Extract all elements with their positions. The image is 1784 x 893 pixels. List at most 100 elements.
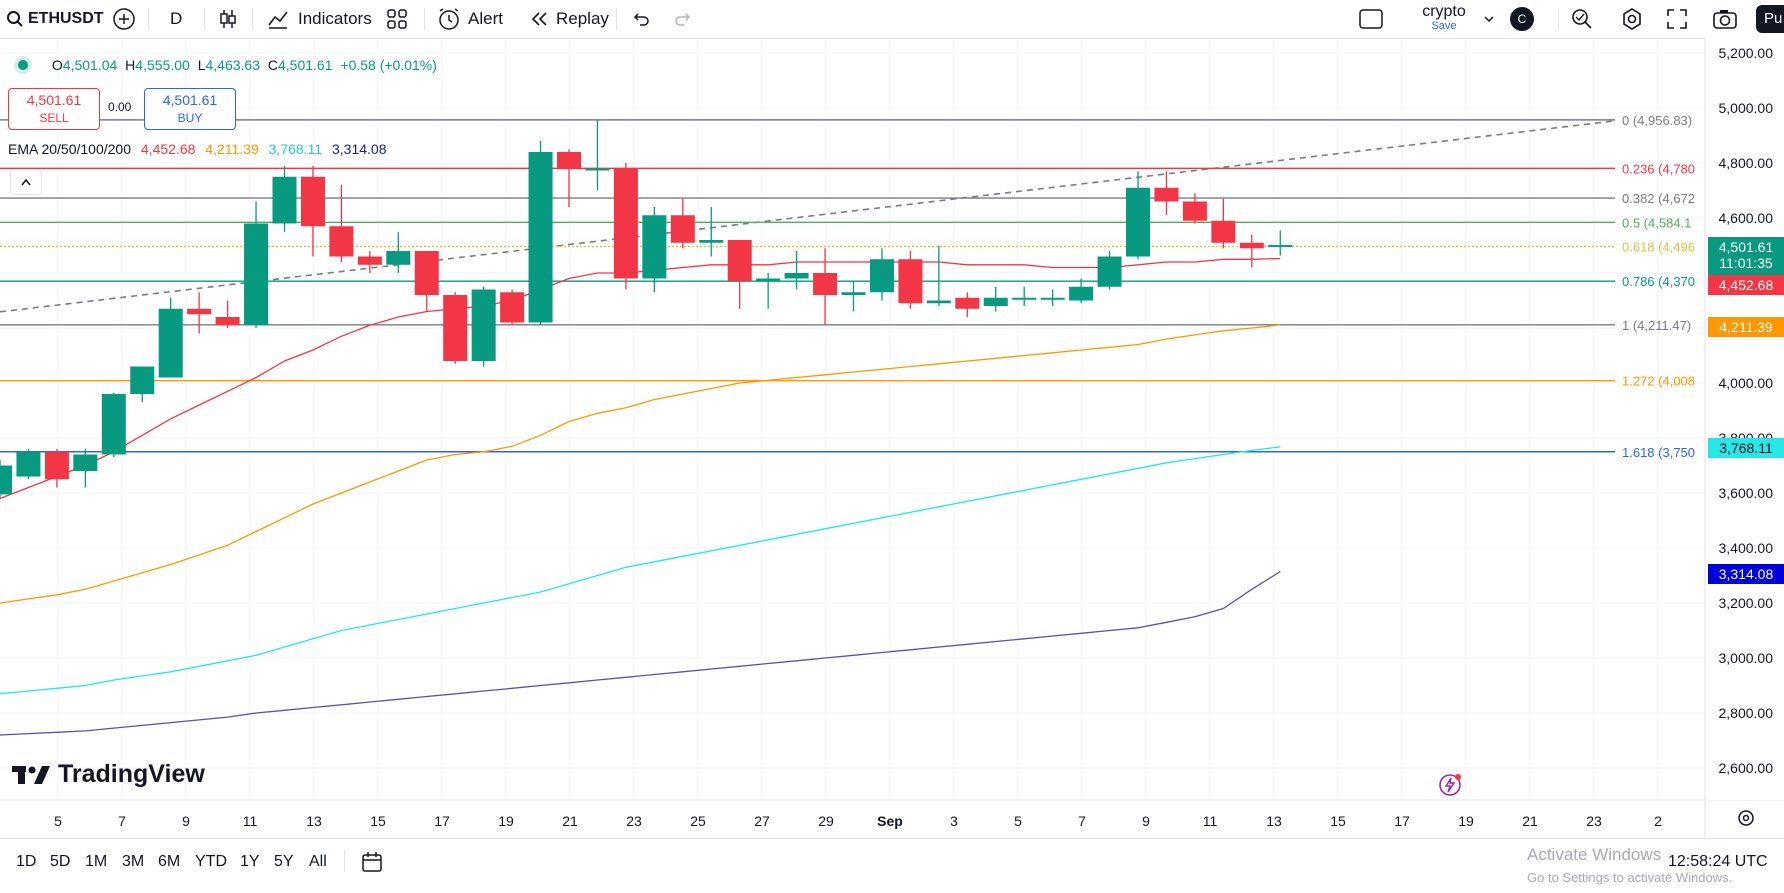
price-axis-label: 4,800.00 xyxy=(1719,155,1774,171)
compare-symbol-button[interactable] xyxy=(112,0,136,38)
time-axis-label: 11 xyxy=(243,813,258,829)
fullscreen-button[interactable] xyxy=(1666,0,1688,38)
last-price-value: 4,501.61 xyxy=(1718,239,1774,255)
candle-down xyxy=(727,240,752,282)
symbol-search[interactable]: ETHUSDT xyxy=(6,0,104,38)
grid-icon xyxy=(387,9,407,29)
select-layout-checkbox[interactable] xyxy=(1358,0,1384,38)
candle-down xyxy=(670,215,695,243)
time-axis-label: 7 xyxy=(1078,813,1086,829)
time-axis-label: 5 xyxy=(1014,813,1022,829)
candle-down xyxy=(329,226,354,257)
candle-up xyxy=(983,297,1008,306)
sell-button[interactable]: 4,501.61 SELL xyxy=(8,88,100,130)
spread-value: 0.00 xyxy=(108,100,132,114)
avatar-letter: C xyxy=(1510,7,1534,31)
chart-type-button[interactable] xyxy=(216,0,240,38)
candle-down xyxy=(557,152,581,169)
alarm-clock-icon xyxy=(439,8,459,30)
quick-search-button[interactable] xyxy=(1570,0,1594,38)
interval-button[interactable]: D xyxy=(170,0,182,38)
whats-new-icon[interactable] xyxy=(1437,772,1463,803)
range-1m[interactable]: 1M xyxy=(85,853,108,870)
time-axis[interactable]: 5 7 9 11 13 15 17 19 21 23 25 27 29 Sep 3 5 7 9 11 13 15 17 19… xyxy=(54,813,1662,829)
price-axis-label: 3,600.00 xyxy=(1719,485,1774,501)
time-axis-label: 17 xyxy=(434,813,450,829)
candles-icon xyxy=(220,10,236,28)
collapse-legend-button[interactable] xyxy=(10,169,42,195)
price-axis-label: 2,600.00 xyxy=(1719,760,1774,776)
price-chart[interactable]: 0 (4,956.83) 0.236 (4,780 0.382 (4,672 0.5 … xyxy=(0,38,1784,838)
go-to-date-button[interactable] xyxy=(360,850,384,879)
tradingview-logo[interactable]: TradingView xyxy=(12,760,205,789)
ema200-price-tag: 3,314.08 xyxy=(1708,564,1784,584)
avatar[interactable]: C xyxy=(1510,0,1534,38)
buy-button[interactable]: 4,501.61 BUY xyxy=(144,88,236,130)
chart-grid xyxy=(0,38,1784,838)
range-all[interactable]: All xyxy=(309,853,327,870)
time-axis-label: 9 xyxy=(1142,813,1150,829)
alert-button[interactable]: Alert xyxy=(436,0,503,38)
range-5d[interactable]: 5D xyxy=(50,853,71,870)
snapshot-button[interactable] xyxy=(1712,0,1738,38)
layout-menu[interactable]: crypto Save xyxy=(1402,0,1486,38)
undo-icon xyxy=(633,13,649,26)
time-axis-label: 21 xyxy=(562,813,578,829)
candle-down xyxy=(357,256,382,265)
candle-down xyxy=(898,259,923,304)
chevron-up-icon xyxy=(21,178,31,186)
toolbar-divider xyxy=(204,8,205,30)
indicators-label: Indicators xyxy=(298,9,372,28)
bar-countdown: 11:01:35 xyxy=(1719,255,1773,271)
toolbar-divider xyxy=(148,8,149,30)
ema-legend[interactable]: EMA 20/50/100/200 4,452.68 4,211.39 3,76… xyxy=(8,141,387,157)
range-ytd[interactable]: YTD xyxy=(195,853,227,870)
symbol-name: ETHUSDT xyxy=(28,10,104,27)
indicators-button[interactable]: Indicators xyxy=(266,0,372,38)
low-value: 4,463.63 xyxy=(205,57,260,73)
range-1y[interactable]: 1Y xyxy=(240,853,260,870)
fib-level-label: 1.618 (3,750 xyxy=(1622,445,1695,460)
candle-down xyxy=(443,295,468,361)
time-axis-label: 17 xyxy=(1394,813,1410,829)
settings-button[interactable] xyxy=(1620,0,1644,38)
calendar-icon xyxy=(362,852,382,872)
price-axis-background xyxy=(1706,38,1784,800)
alert-label: Alert xyxy=(468,9,503,28)
ema20-price-tag: 4,452.68 xyxy=(1708,275,1784,295)
bottom-toolbar xyxy=(0,838,1784,893)
range-6m[interactable]: 6M xyxy=(158,853,181,870)
publish-button[interactable]: Pu xyxy=(1756,0,1784,38)
replay-button[interactable]: Replay xyxy=(528,0,609,38)
range-3m[interactable]: 3M xyxy=(122,853,145,870)
candle-up xyxy=(869,259,894,293)
redo-icon xyxy=(675,13,691,26)
time-axis-label: 13 xyxy=(1266,813,1282,829)
range-1d[interactable]: 1D xyxy=(16,853,37,870)
candle-down xyxy=(187,308,212,315)
layout-dropdown[interactable] xyxy=(1482,0,1496,38)
candle-down xyxy=(414,251,439,295)
candle-up xyxy=(272,176,297,224)
fib-level-label: 1.272 (4,008 xyxy=(1622,374,1695,389)
time-axis-label: 9 xyxy=(182,813,190,829)
candlestick-series xyxy=(0,119,1293,499)
fib-level-label: 0.786 (4,370 xyxy=(1622,274,1695,289)
high-label: H xyxy=(125,57,136,73)
ema100-tag-value: 3,768.11 xyxy=(1719,440,1773,456)
templates-button[interactable] xyxy=(386,0,408,38)
ema100-line xyxy=(0,446,1281,695)
ema20-value: 4,452.68 xyxy=(140,141,196,157)
range-5y[interactable]: 5Y xyxy=(274,853,294,870)
redo-button[interactable] xyxy=(672,0,694,38)
price-axis[interactable]: 5,200.005,000.004,800.004,600.004,400.00… xyxy=(1706,38,1784,800)
fibonacci-retracement[interactable]: 0 (4,956.83) 0.236 (4,780 0.382 (4,672 0.5 … xyxy=(0,113,1695,460)
layout-save-status: Save xyxy=(1431,20,1457,32)
change-value: +0.58 (+0.01%) xyxy=(340,57,437,73)
candle-up xyxy=(1126,187,1150,257)
undo-button[interactable] xyxy=(630,0,652,38)
candle-up xyxy=(244,223,269,326)
axis-settings-button[interactable] xyxy=(1736,808,1756,833)
utc-clock[interactable]: 12:58:24 UTC xyxy=(1668,853,1768,870)
fib-level-label: 0.236 (4,780 xyxy=(1622,161,1695,176)
